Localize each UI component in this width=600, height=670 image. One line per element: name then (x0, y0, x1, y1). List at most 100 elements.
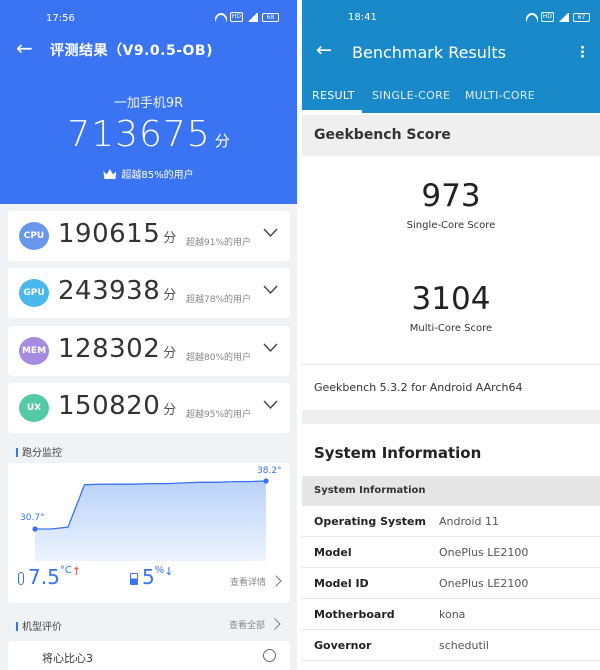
geekbench-version: Geekbench 5.3.2 for Android AArch64 (314, 381, 523, 394)
view-details-label: 查看详情 (229, 578, 266, 588)
smiley-icon (263, 649, 276, 662)
status-icons: HD 67 (525, 12, 590, 22)
back-arrow-icon[interactable]: ← (16, 36, 33, 60)
mem-score-card[interactable]: MEM 128302 分 超越80%的用户 (8, 326, 290, 376)
temperature-chart (32, 478, 269, 561)
status-time: 17:56 (46, 13, 75, 24)
system-information-subheader: System Information (302, 476, 600, 506)
mem-beats: 超越80%的用户 (186, 353, 252, 363)
row-key: Model (314, 546, 352, 559)
page-title: Benchmark Results (352, 43, 506, 62)
ux-badge: UX (19, 394, 49, 422)
chevron-down-icon[interactable] (263, 225, 278, 240)
multi-core-score-value: 3104 (411, 281, 491, 317)
table-row: Motherboard kona (302, 599, 600, 630)
hd-icon: HD (229, 12, 243, 22)
gpu-score: 243938 分 (58, 276, 177, 306)
end-temperature: 38.2° (257, 466, 282, 476)
wifi-icon (525, 13, 537, 22)
battery-icon: 68 (262, 12, 279, 22)
row-key: Operating System (314, 515, 426, 528)
geekbench-score-header: Geekbench Score (302, 115, 600, 156)
multi-core-score: 3104 Multi-Core Score (302, 281, 600, 334)
active-tab-indicator (302, 110, 362, 113)
chevron-right-icon (269, 618, 281, 630)
battery-drop-value: 5 (142, 565, 155, 589)
row-key: Model ID (314, 577, 369, 590)
total-beats: 超越85%的用户 (0, 166, 297, 181)
gpu-score-value: 243938 (58, 276, 161, 306)
antutu-panel: 17:56 HD 68 ← 评测结果（V9.0.5-OB) 一加手机9R 713… (0, 0, 297, 670)
review-item-card[interactable]: 将心比心3 (8, 641, 290, 670)
cpu-beats: 超越91%的用户 (186, 238, 252, 248)
tab-result[interactable]: RESULT (312, 89, 355, 102)
single-core-score-label: Single-Core Score (406, 220, 496, 231)
temperature-monitor-card: 30.7° 38.2° 7.5°C↑ 5%↓ 查看详情 (8, 463, 290, 603)
chevron-right-icon (270, 575, 282, 587)
device-name: 一加手机9R (113, 96, 184, 111)
chevron-down-icon[interactable] (263, 340, 278, 355)
status-bar: 17:56 HD 68 (0, 11, 297, 27)
multi-core-score-label: Multi-Core Score (409, 323, 493, 334)
gpu-score-card[interactable]: GPU 243938 分 超越78%的用户 (8, 268, 290, 318)
mem-score-value: 128302 (58, 334, 161, 364)
single-core-score: 973 Single-Core Score (302, 178, 600, 231)
mem-score: 128302 分 (58, 334, 177, 364)
row-value: schedutil (439, 639, 489, 652)
ux-score-value: 150820 (58, 391, 161, 421)
temperature-rise-unit: °C (59, 565, 72, 576)
cpu-score-value: 190615 (58, 219, 161, 249)
row-value: OnePlus LE2100 (439, 546, 529, 559)
temperature-end-point (263, 478, 269, 484)
row-value: kona (439, 608, 466, 621)
table-row: Model OnePlus LE2100 (302, 537, 600, 568)
monitor-section-title: 跑分监控 (16, 444, 62, 459)
view-all-link[interactable]: 查看全部 (228, 618, 281, 631)
section-gap (302, 410, 600, 424)
signal-icon (247, 12, 258, 22)
more-vert-icon[interactable] (581, 45, 584, 58)
table-row: Governor schedutil (302, 630, 600, 661)
review-section-title: 机型评价 (16, 618, 62, 633)
tab-multi-core[interactable]: MULTI-CORE (465, 89, 536, 102)
view-details-link[interactable]: 查看详情 (229, 575, 282, 588)
gpu-score-unit: 分 (163, 288, 177, 303)
single-core-score-value: 973 (421, 178, 481, 214)
ux-score-card[interactable]: UX 150820 分 超越95%的用户 (8, 383, 290, 433)
cpu-score-unit: 分 (163, 231, 177, 246)
antutu-header: 17:56 HD 68 ← 评测结果（V9.0.5-OB) 一加手机9R 713… (0, 0, 297, 204)
ux-score-unit: 分 (163, 403, 177, 418)
gpu-beats: 超越78%的用户 (186, 295, 252, 305)
cpu-badge: CPU (19, 222, 49, 250)
result-tabs: RESULT SINGLE-CORE MULTI-CORE (302, 84, 600, 113)
temperature-rise: 7.5°C↑ (18, 565, 81, 589)
hd-icon: HD (540, 12, 554, 22)
chevron-down-icon[interactable] (263, 282, 278, 297)
table-row: Operating System Android 11 (302, 506, 600, 537)
view-all-label: 查看全部 (228, 621, 265, 631)
geekbench-panel: 18:41 HD 67 ← Benchmark Results RESULT S… (302, 0, 600, 670)
battery-level-icon (130, 573, 138, 585)
status-icons: HD 68 (214, 12, 279, 22)
total-score: 713675 分 (0, 114, 297, 155)
start-temperature: 30.7° (20, 513, 45, 523)
tab-single-core[interactable]: SINGLE-CORE (372, 89, 451, 102)
thermometer-icon (18, 572, 24, 585)
row-key: Governor (314, 639, 372, 652)
table-row: Model ID OnePlus LE2100 (302, 568, 600, 599)
chevron-down-icon[interactable] (263, 397, 278, 412)
cpu-score-card[interactable]: CPU 190615 分 超越91%的用户 (8, 211, 290, 261)
total-score-value: 713675 (67, 114, 211, 155)
cpu-score: 190615 分 (58, 219, 177, 249)
battery-icon: 67 (573, 12, 590, 22)
temperature-start-point (32, 526, 38, 532)
review-item-title: 将心比心3 (42, 652, 93, 665)
geekbench-score-title: Geekbench Score (314, 127, 451, 143)
mem-badge: MEM (19, 337, 49, 365)
temperature-up-arrow: ↑ (71, 565, 82, 578)
status-time: 18:41 (348, 12, 377, 23)
back-arrow-icon[interactable]: ← (316, 39, 332, 61)
ux-score: 150820 分 (58, 391, 177, 421)
battery-drop-unit: % (154, 565, 165, 576)
